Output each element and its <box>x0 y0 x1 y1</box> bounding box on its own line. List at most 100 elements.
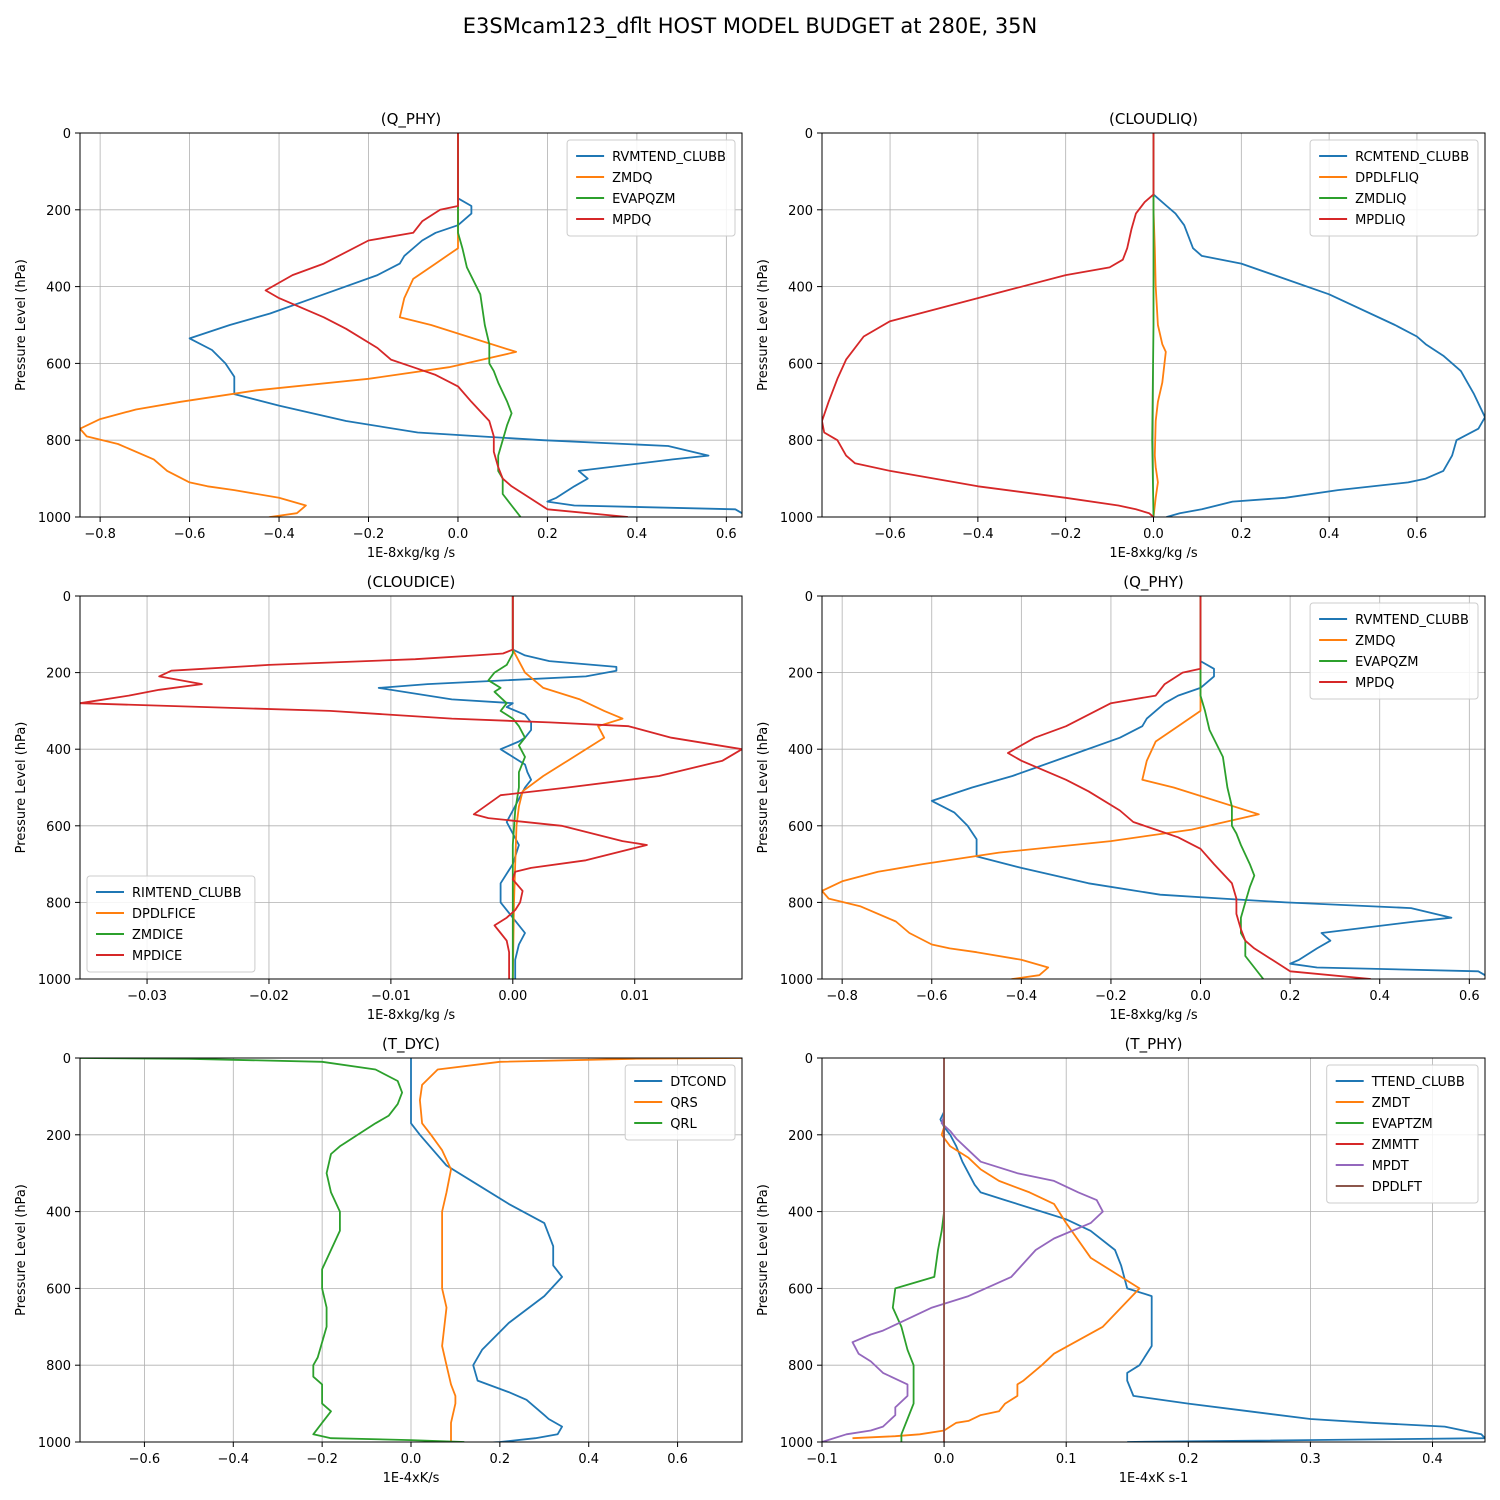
series-line-qrs <box>418 1058 742 1442</box>
y-tick-label: 400 <box>46 743 71 758</box>
series-line-zmdt <box>852 1058 1141 1440</box>
y-tick-label: 600 <box>46 820 71 835</box>
legend-label: TTEND_CLUBB <box>1371 1075 1465 1090</box>
x-tick-label: −0.02 <box>249 989 289 1004</box>
y-tick-label: 0 <box>63 590 71 605</box>
y-tick-label: 0 <box>63 1052 71 1067</box>
y-tick-label: 1000 <box>38 1436 71 1451</box>
x-tick-label: −0.2 <box>1050 527 1082 542</box>
chart-panel-6: −0.1 0.0 0.1 0.2 0.3 0.4 0 200 400 600 800 1000 (T_P… <box>756 1035 1486 1486</box>
x-tick-label: 0.00 <box>498 989 527 1004</box>
x-axis-label: 1E-4xK/s <box>383 1471 440 1486</box>
legend-label: ZMDICE <box>132 928 183 943</box>
y-tick-label: 200 <box>46 204 71 219</box>
chart-title: (Q_PHY) <box>381 110 442 129</box>
legend-label: MPDLIQ <box>1355 213 1405 228</box>
legend-box <box>566 139 736 237</box>
x-tick-label: 0.0 <box>448 527 469 542</box>
legend-label: MPDQ <box>612 213 651 228</box>
y-tick-label: 200 <box>46 1129 71 1144</box>
series-line-dpdlfice <box>511 596 624 979</box>
x-tick-label: −0.2 <box>353 527 385 542</box>
series-line-mpdliq <box>822 133 1155 517</box>
x-tick-label: −0.6 <box>129 1452 161 1467</box>
x-tick-label: −0.2 <box>306 1452 338 1467</box>
x-axis-label: 1E-8xkg/kg /s <box>1109 1008 1198 1023</box>
legend-label: MPDICE <box>132 949 182 964</box>
legend-label: QRL <box>670 1117 697 1132</box>
chart-panel-3: −0.03 −0.02 −0.01 0.00 0.01 0 200 400 600 800 1000… <box>14 573 743 1023</box>
legend-box <box>86 875 256 973</box>
chart-title: (T_PHY) <box>1125 1035 1183 1054</box>
legend-label: DTCOND <box>670 1075 726 1090</box>
series-line-rvmtend-clubb <box>188 133 742 514</box>
y-axis-label: Pressure Level (hPa) <box>14 259 29 391</box>
x-tick-label: 0.6 <box>1459 989 1480 1004</box>
x-tick-label: 0.2 <box>1280 989 1301 1004</box>
x-tick-label: 0.4 <box>627 527 648 542</box>
series-line-evaptzm <box>891 1058 945 1442</box>
x-tick-label: −0.8 <box>84 527 116 542</box>
x-tick-label: 0.0 <box>1190 989 1211 1004</box>
x-tick-label: 0.6 <box>716 527 737 542</box>
series-line-mpdq <box>264 133 628 517</box>
chart-title: (CLOUDLIQ) <box>1109 110 1198 128</box>
legend-label: RVMTEND_CLUBB <box>612 150 726 165</box>
legend-label: ZMDT <box>1372 1096 1410 1111</box>
x-tick-label: 0.3 <box>1300 1452 1321 1467</box>
legend-box <box>1326 1064 1479 1204</box>
legend-label: ZMDLIQ <box>1355 192 1406 207</box>
legend-box <box>1309 602 1479 700</box>
y-tick-label: 800 <box>788 896 813 911</box>
legend-label: RVMTEND_CLUBB <box>1355 613 1469 628</box>
series-line-zmdice <box>487 596 526 979</box>
y-tick-label: 800 <box>788 1359 813 1374</box>
x-tick-label: 0.2 <box>1178 1452 1199 1467</box>
x-tick-label: −0.4 <box>962 527 994 542</box>
legend-label: EVAPQZM <box>612 192 675 207</box>
y-tick-label: 800 <box>46 434 71 449</box>
y-tick-label: 1000 <box>780 973 813 988</box>
x-tick-label: −0.4 <box>217 1452 249 1467</box>
y-tick-label: 200 <box>46 667 71 682</box>
series-line-mpdq <box>1007 596 1371 979</box>
legend: RVMTEND_CLUBB ZMDQ EVAPQZM MPDQ <box>566 139 736 237</box>
x-tick-label: −0.4 <box>1006 989 1038 1004</box>
y-tick-label: 600 <box>46 357 71 372</box>
y-tick-label: 600 <box>46 1282 71 1297</box>
legend-label: EVAPTZM <box>1372 1117 1433 1132</box>
legend-label: ZMDQ <box>612 171 652 186</box>
y-tick-label: 1000 <box>38 511 71 526</box>
legend-label: DPDLFLIQ <box>1355 171 1419 186</box>
x-tick-label: −0.8 <box>826 989 858 1004</box>
chart-panel-5: −0.6 −0.4 −0.2 0.0 0.2 0.4 0.6 0 200 400 600 800 100… <box>14 1035 743 1486</box>
chart-panel-2: −0.6 −0.4 −0.2 0.0 0.2 0.4 0.6 0 200 400 600 800 100… <box>756 110 1486 561</box>
x-tick-label: 0.0 <box>934 1452 955 1467</box>
x-tick-label: 0.1 <box>1056 1452 1077 1467</box>
x-axis-label: 1E-4xK s-1 <box>1119 1471 1189 1486</box>
legend-label: ZMDQ <box>1355 634 1395 649</box>
legend: RIMTEND_CLUBB DPDLFICE ZMDICE MPDICE <box>86 875 256 973</box>
legend-label: MPDQ <box>1355 676 1394 691</box>
y-tick-label: 200 <box>788 204 813 219</box>
x-tick-label: 0.01 <box>620 989 649 1004</box>
series-line-dtcond <box>410 1058 563 1442</box>
x-tick-label: 0.4 <box>1319 527 1340 542</box>
x-tick-label: −0.4 <box>263 527 295 542</box>
series-line-zmdq <box>822 596 1260 979</box>
y-axis-label: Pressure Level (hPa) <box>756 722 771 854</box>
y-tick-label: 600 <box>788 1282 813 1297</box>
series-line-rimtend-clubb <box>377 596 618 979</box>
x-axis-label: 1E-8xkg/kg /s <box>367 546 456 561</box>
chart-panel-1: −0.8 −0.6 −0.4 −0.2 0.0 0.2 0.4 0.6 0 200 400 600 80… <box>14 110 743 561</box>
x-tick-label: −0.6 <box>874 527 906 542</box>
legend-label: ZMMTT <box>1372 1138 1419 1153</box>
y-tick-label: 800 <box>46 896 71 911</box>
x-tick-label: −0.6 <box>916 989 948 1004</box>
series-line-evapqzm <box>457 133 522 517</box>
legend-label: RIMTEND_CLUBB <box>132 886 242 901</box>
x-tick-label: 0.4 <box>1369 989 1390 1004</box>
y-tick-label: 0 <box>805 127 813 142</box>
x-tick-label: 0.4 <box>1422 1452 1443 1467</box>
